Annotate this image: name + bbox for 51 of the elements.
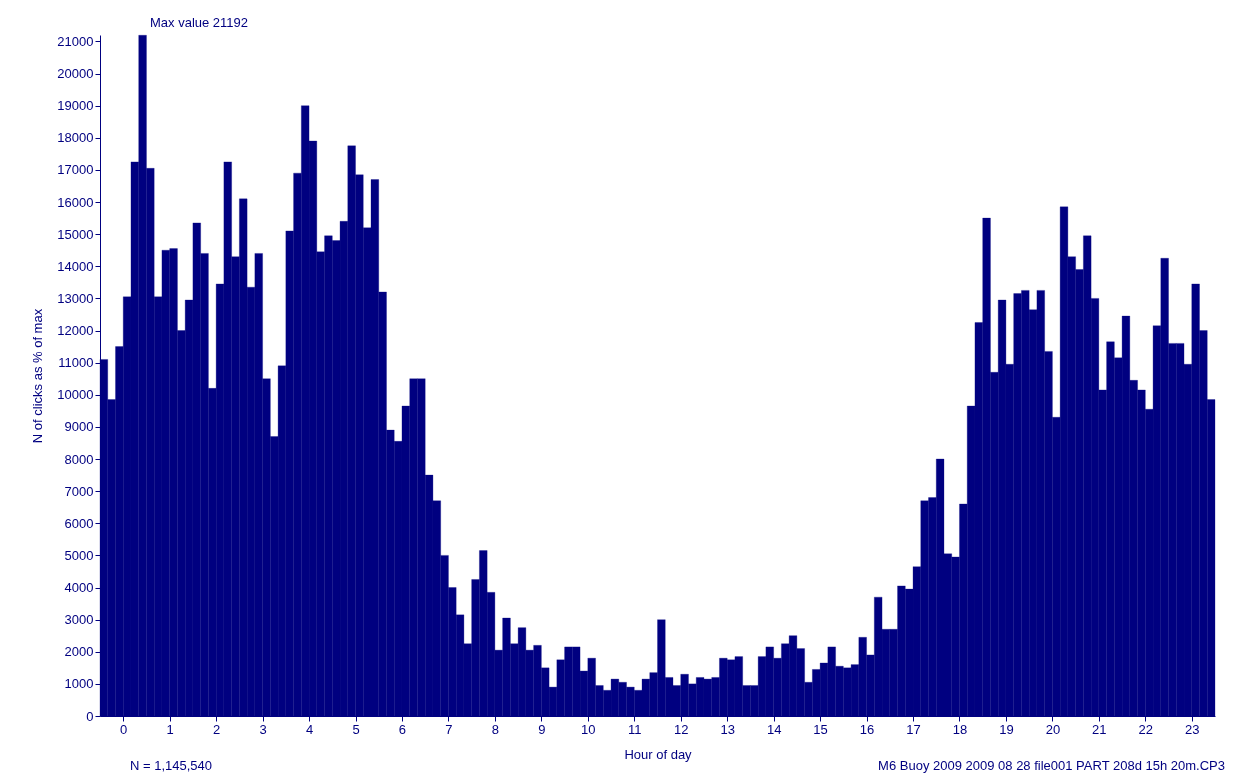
text: N = 1,145,540 (130, 758, 213, 773)
y-tick-label: 15000 (57, 226, 94, 242)
y-tick-label: 12000 (57, 323, 94, 339)
y-tick-label: 8000 (64, 451, 94, 467)
x-tick-label: 17 (906, 721, 921, 737)
x-tick-label: 16 (859, 721, 875, 737)
x-tick-label: 15 (813, 721, 828, 737)
y-tick-label: 17000 (57, 162, 94, 178)
x-tick-label: 2 (213, 721, 221, 737)
x-tick-label: 9 (538, 721, 546, 737)
y-tick-label: 7000 (64, 483, 94, 499)
x-tick-label: 13 (720, 721, 735, 737)
y-tick-label: 10000 (57, 387, 94, 403)
x-tick-label: 23 (1185, 721, 1200, 737)
x-tick-label: 6 (398, 721, 407, 737)
y-tick-label: 0 (86, 708, 94, 724)
x-tick-label: 21 (1092, 721, 1107, 737)
y-tick-label: 5000 (64, 547, 94, 563)
x-tick-label: 12 (673, 721, 689, 737)
x-tick-label: 10 (581, 721, 596, 737)
x-tick-label: 18 (952, 721, 968, 737)
y-tick-label: 13000 (57, 290, 94, 306)
x-tick-label: 0 (120, 721, 128, 737)
y-tick-label: 11000 (58, 355, 94, 371)
y-tick-label: 20000 (57, 66, 94, 82)
y-tick-label: 16000 (57, 194, 94, 210)
x-tick-label: 11 (628, 721, 642, 737)
x-tick-label: 3 (259, 721, 267, 737)
x-tick-label: 8 (491, 721, 500, 737)
y-tick-label: 18000 (57, 130, 94, 146)
text: M6 Buoy 2009 2009 08 28 file001 PART 208d 15h 20m.CP3 (878, 758, 1225, 773)
y-tick-label: 9000 (64, 419, 94, 435)
x-tick-label: 1 (166, 721, 174, 737)
y-tick-label: 6000 (64, 515, 94, 531)
y-tick-label: 3000 (64, 612, 94, 628)
x-tick-label: 20 (1045, 721, 1061, 737)
x-tick-label: 4 (305, 721, 314, 737)
x-tick-label: 5 (352, 721, 360, 737)
x-axis-title: Hour of day (624, 746, 693, 762)
y-axis-title: N of clicks as % of max (30, 308, 46, 444)
y-tick-label: 14000 (57, 258, 94, 274)
y-tick-label: 21000 (57, 33, 94, 49)
y-tick-label: 4000 (64, 580, 94, 596)
x-tick-label: 7 (445, 721, 453, 737)
y-tick-label: 1000 (64, 676, 94, 692)
y-tick-label: 2000 (64, 644, 94, 660)
x-tick-label: 22 (1138, 721, 1154, 737)
text: Max value 21192 (150, 15, 249, 30)
x-tick-label: 14 (766, 721, 782, 737)
y-tick-label: 19000 (57, 98, 94, 114)
x-tick-label: 19 (999, 721, 1014, 737)
